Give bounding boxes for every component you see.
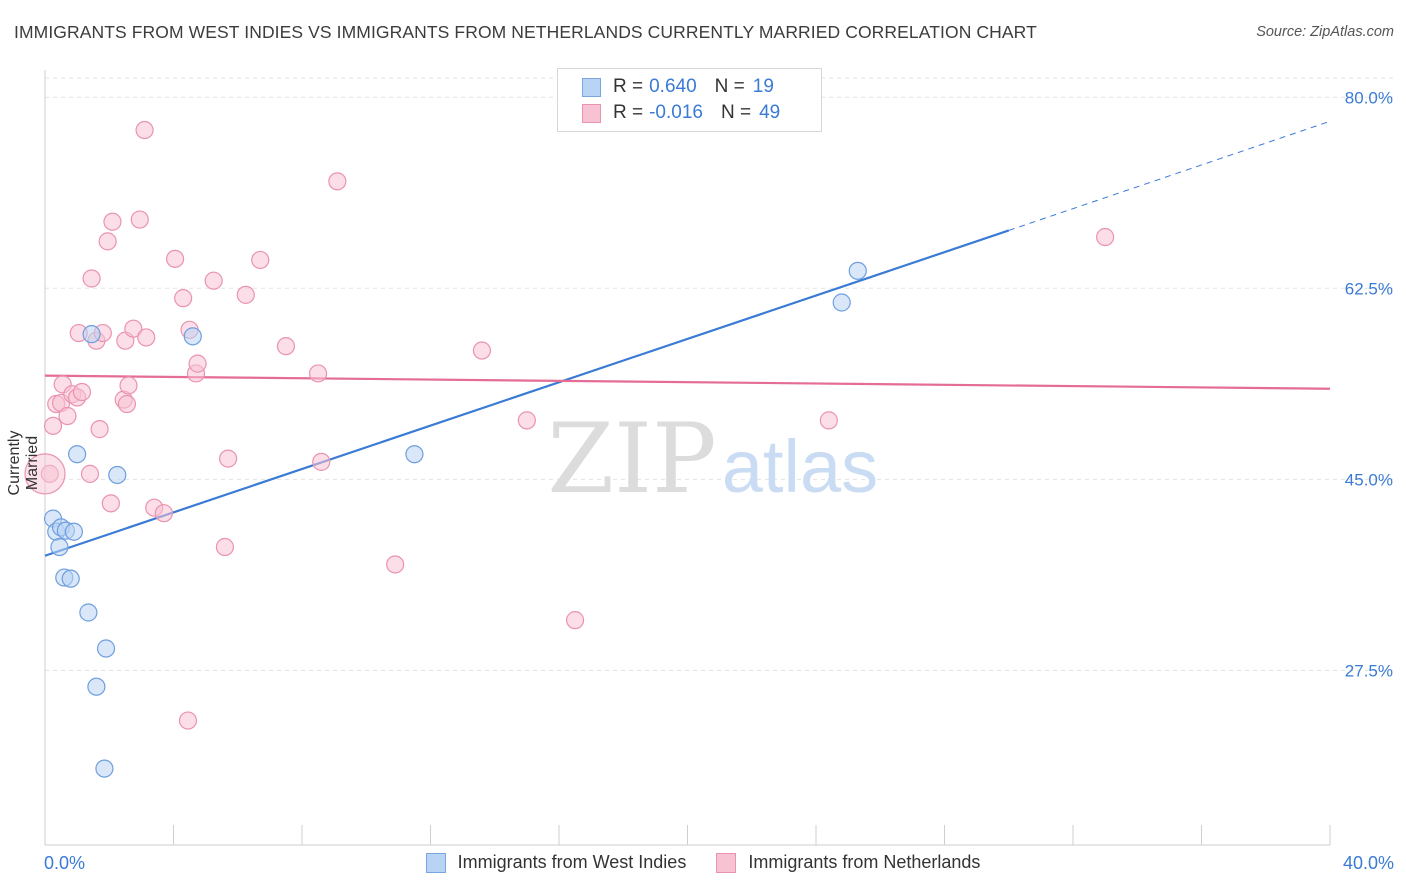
point-netherlands xyxy=(219,449,238,468)
point-netherlands xyxy=(130,210,149,229)
point-west-indies xyxy=(87,677,106,696)
source-label: Source: ZipAtlas.com xyxy=(1256,24,1394,40)
bottom-legend-swatch-pink xyxy=(716,852,737,873)
watermark-zip: ZIP xyxy=(547,403,716,515)
legend-swatch-pink xyxy=(582,103,601,123)
y-tick-label: 45.0% xyxy=(1345,470,1393,489)
point-west-indies xyxy=(95,759,114,778)
point-netherlands xyxy=(204,271,223,290)
trend-line-west-indies xyxy=(44,229,1010,557)
legend-n-label: N = xyxy=(714,76,745,97)
point-west-indies xyxy=(82,325,101,344)
legend-n-label: N = xyxy=(720,102,752,123)
x-tick-label-max: 40.0% xyxy=(1342,853,1394,873)
point-netherlands xyxy=(1096,227,1115,247)
bottom-legend: Immigrants from West Indies Immigrants f… xyxy=(0,852,1406,873)
point-netherlands xyxy=(308,364,328,383)
point-west-indies xyxy=(183,327,202,346)
point-netherlands xyxy=(80,464,100,483)
point-netherlands xyxy=(101,494,120,513)
bottom-legend-label: Immigrants from West Indies xyxy=(457,852,687,872)
point-netherlands xyxy=(312,452,331,471)
point-netherlands-cluster xyxy=(24,453,66,495)
point-netherlands xyxy=(565,611,585,630)
bottom-legend-netherlands: Immigrants from Netherlands xyxy=(716,852,980,873)
bottom-legend-swatch-blue xyxy=(425,852,446,873)
point-netherlands xyxy=(328,172,347,191)
point-west-indies xyxy=(832,293,851,312)
y-tick-label: 62.5% xyxy=(1345,279,1393,298)
point-netherlands xyxy=(517,411,536,430)
point-netherlands xyxy=(43,416,63,435)
bottom-legend-label: Immigrants from Netherlands xyxy=(748,852,981,872)
point-netherlands xyxy=(386,555,405,574)
point-netherlands xyxy=(103,212,122,231)
y-tick-label: 80.0% xyxy=(1345,88,1393,107)
data-points xyxy=(24,120,1115,778)
chart-title: IMMIGRANTS FROM WEST INDIES VS IMMIGRANT… xyxy=(14,22,1037,42)
legend-r-value: 0.640 xyxy=(649,76,697,97)
legend-r-value: -0.016 xyxy=(649,102,703,123)
point-west-indies xyxy=(50,537,69,557)
point-netherlands xyxy=(251,250,270,270)
point-netherlands xyxy=(178,711,198,730)
point-netherlands xyxy=(188,354,207,373)
watermark-atlas: atlas xyxy=(722,425,878,508)
point-netherlands xyxy=(58,406,77,426)
point-west-indies xyxy=(96,639,116,658)
legend-n-value: 19 xyxy=(752,76,774,97)
point-netherlands xyxy=(819,411,838,430)
point-west-indies xyxy=(405,445,424,464)
legend: R = 0.640 N = 19 R = -0.016 N = 49 xyxy=(557,68,822,132)
legend-r-label: R = xyxy=(613,102,644,123)
point-netherlands xyxy=(472,341,491,360)
point-netherlands xyxy=(119,376,138,395)
point-netherlands xyxy=(276,337,296,356)
point-netherlands xyxy=(82,269,101,288)
point-west-indies xyxy=(108,465,127,485)
point-netherlands xyxy=(154,504,173,523)
point-west-indies xyxy=(79,603,98,622)
legend-row-west-indies: R = 0.640 N = 19 xyxy=(582,74,774,100)
trend-line-west-indies-extension xyxy=(1008,120,1331,231)
trend-lines xyxy=(44,120,1331,557)
point-west-indies xyxy=(848,261,867,280)
point-netherlands xyxy=(215,537,234,557)
y-axis-label: Currently Married xyxy=(6,430,41,496)
y-tick-labels: 27.5% 45.0% 62.5% 80.0% xyxy=(1345,88,1393,680)
trend-line-netherlands xyxy=(44,374,1331,390)
point-netherlands xyxy=(166,249,185,268)
legend-r-label: R = xyxy=(613,76,644,97)
y-tick-label: 27.5% xyxy=(1345,661,1393,680)
watermark: ZIP atlas xyxy=(547,403,878,515)
bottom-legend-west-indies: Immigrants from West Indies xyxy=(425,852,687,873)
grid-lines xyxy=(45,77,1393,671)
point-netherlands xyxy=(135,120,154,140)
point-netherlands xyxy=(117,394,137,414)
point-west-indies xyxy=(64,522,84,541)
point-netherlands xyxy=(90,420,109,439)
legend-n-value: 49 xyxy=(759,102,781,123)
point-netherlands xyxy=(72,382,92,402)
point-west-indies xyxy=(61,569,80,588)
point-west-indies xyxy=(68,445,87,464)
point-netherlands xyxy=(236,285,255,304)
point-netherlands xyxy=(137,328,156,347)
point-netherlands xyxy=(174,289,193,308)
legend-row-netherlands: R = -0.016 N = 49 xyxy=(582,100,780,126)
legend-swatch-blue xyxy=(582,77,601,97)
x-tick-label-min: 0.0% xyxy=(44,853,86,873)
point-netherlands xyxy=(98,232,117,251)
point-netherlands xyxy=(124,319,143,338)
